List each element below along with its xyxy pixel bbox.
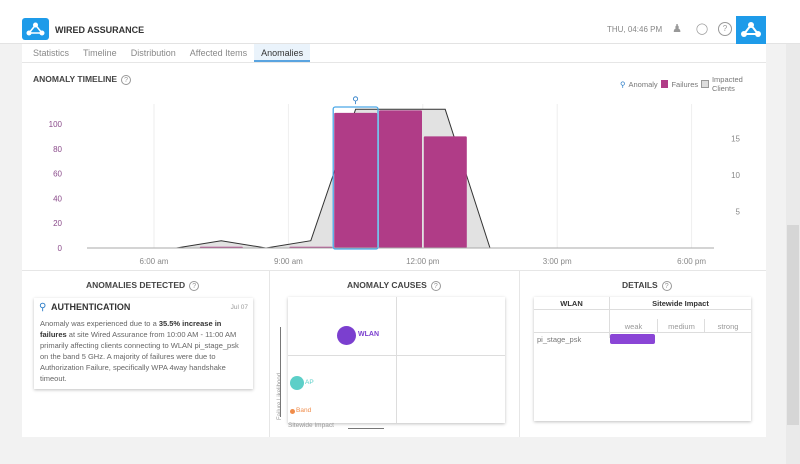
x-tick-label: 6:00 pm: [677, 257, 706, 266]
timeline-title-text: ANOMALY TIMELINE: [33, 74, 118, 84]
y-axis-arrow: [280, 327, 281, 417]
legend-failures: Failures: [671, 79, 699, 89]
quadrant-divider-v: [396, 297, 397, 423]
cause-label-band: Band: [296, 407, 312, 414]
y-left-tick-label: 100: [49, 120, 63, 129]
causes-quadrant: WLAN AP Band: [288, 297, 505, 423]
help-icon[interactable]: ?: [121, 75, 132, 85]
anomaly-text-1: Anomaly was experienced due to a: [40, 319, 159, 328]
col-wlan: WLAN: [560, 299, 583, 308]
details-title: DETAILS?: [622, 280, 672, 291]
anomaly-marker-icon: ⚲: [352, 95, 359, 105]
chart-legend: ⚲ Anomaly Failures Impacted Clients: [620, 75, 766, 93]
cause-bubble-wlan[interactable]: [337, 326, 356, 345]
cause-bubble-band[interactable]: [290, 409, 295, 414]
lightbulb-icon[interactable]: ◯: [695, 23, 709, 35]
quadrant-divider-h: [288, 355, 505, 356]
app-logo-icon[interactable]: [22, 18, 49, 40]
anomaly-text-2: at site Wired Assurance from 10:00 AM - …: [40, 330, 239, 383]
help-icon[interactable]: ?: [718, 22, 732, 36]
x-tick-label: 12:00 pm: [406, 257, 440, 266]
x-tick-label: 9:00 am: [274, 257, 303, 266]
tab-bar: Statistics Timeline Distribution Affecte…: [22, 44, 766, 63]
scrollbar-thumb[interactable]: [787, 225, 799, 425]
y-left-tick-label: 40: [53, 194, 62, 203]
help-icon[interactable]: ?: [661, 281, 672, 291]
anomalies-detected-title: ANOMALIES DETECTED?: [86, 280, 200, 291]
cause-bubble-ap[interactable]: [290, 376, 304, 390]
anomaly-text-bold: 35.5% increase in failures: [40, 319, 222, 339]
level-strong: strong: [717, 322, 739, 331]
anomalies-detected-panel: [22, 270, 270, 437]
y-right-tick-label: 10: [731, 171, 740, 180]
tab-affected-items[interactable]: Affected Items: [189, 48, 248, 58]
x-axis-arrow: [348, 428, 384, 429]
details-panel: [520, 270, 766, 437]
y-left-tick-label: 20: [53, 219, 62, 228]
app-title: WIRED ASSURANCE: [55, 25, 145, 35]
main-panel: Statistics Timeline Distribution Affecte…: [22, 44, 766, 437]
level-medium: medium: [668, 322, 695, 331]
anomaly-causes-title-text: ANOMALY CAUSES: [347, 280, 427, 290]
anomaly-card-title: AUTHENTICATION: [51, 302, 131, 312]
anomaly-causes-title: ANOMALY CAUSES?: [347, 280, 441, 291]
anomaly-causes-panel: [270, 270, 520, 437]
cause-label-wlan: WLAN: [358, 331, 379, 338]
x-tick-label: 6:00 am: [140, 257, 169, 266]
anomaly-highlight: [332, 106, 379, 250]
header: WIRED ASSURANCE THU, 04:46 PM ♟ ◯ ?: [0, 0, 800, 44]
anomaly-card-text: Anomaly was experienced due to a 35.5% i…: [40, 318, 247, 384]
clients-swatch: [701, 80, 709, 88]
tab-anomalies[interactable]: Anomalies: [254, 44, 311, 62]
row-wlan: pi_stage_psk: [537, 335, 582, 344]
details-table: WLAN Sitewide Impact weak medium strong …: [534, 297, 751, 421]
level-weak: weak: [624, 322, 643, 331]
anomaly-search-icon: ⚲: [39, 302, 47, 313]
details-title-text: DETAILS: [622, 280, 658, 290]
user-icon[interactable]: ♟: [672, 23, 682, 35]
help-icon[interactable]: ?: [189, 281, 200, 291]
y-right-tick-label: 15: [731, 135, 740, 144]
cause-label-ap: AP: [305, 379, 314, 386]
tab-statistics[interactable]: Statistics: [33, 48, 70, 58]
y-left-tick-label: 60: [53, 170, 62, 179]
anomaly-timeline-chart: 6:00 am 9:00 am 12:00 pm 3:00 pm 6:00 pm 0 20 4…: [49, 95, 741, 266]
legend-clients: Impacted Clients: [711, 75, 743, 93]
y-right-tick-label: 5: [736, 208, 741, 217]
y-left-tick-label: 0: [58, 244, 63, 253]
legend-anomaly: Anomaly: [628, 79, 658, 89]
anomaly-card-date: Jul 07: [230, 304, 248, 311]
failure-bar: [334, 112, 378, 248]
datetime: THU, 04:46 PM: [607, 25, 663, 34]
timeline-title: ANOMALY TIMELINE?: [33, 74, 132, 85]
anomaly-legend-icon: ⚲: [620, 79, 626, 89]
tab-timeline[interactable]: Timeline: [83, 48, 117, 58]
y-left-tick-label: 80: [53, 145, 62, 154]
x-axis-label: Sitewide Impact: [288, 422, 334, 429]
network-icon[interactable]: [736, 16, 766, 44]
help-icon[interactable]: ?: [430, 281, 441, 291]
col-sitewide-impact: Sitewide Impact: [652, 299, 709, 308]
failures-swatch: [660, 80, 669, 88]
failure-bar: [423, 136, 467, 248]
x-tick-label: 3:00 pm: [543, 257, 572, 266]
anomalies-detected-title-text: ANOMALIES DETECTED: [86, 280, 186, 290]
anomaly-card[interactable]: ⚲ AUTHENTICATION Jul 07 Anomaly was expe…: [34, 298, 253, 389]
impact-bar: [610, 334, 655, 344]
tab-distribution[interactable]: Distribution: [130, 48, 176, 58]
failure-bar: [379, 110, 422, 248]
table-header: [534, 297, 751, 310]
